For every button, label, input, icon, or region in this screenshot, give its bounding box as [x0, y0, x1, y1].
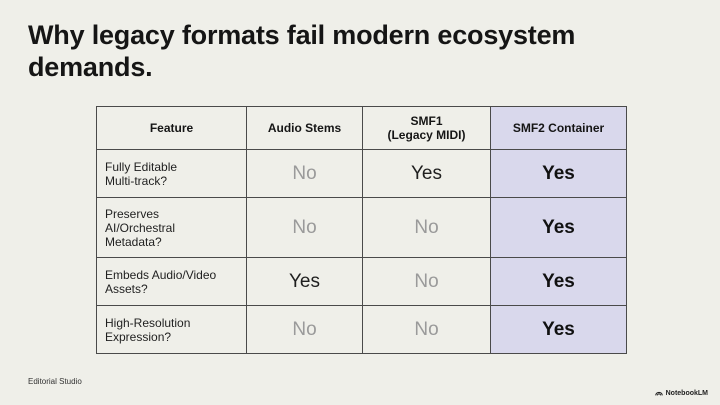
- header-feature: Feature: [96, 106, 247, 150]
- brand-watermark: NotebookLM: [654, 389, 708, 397]
- slide-title: Why legacy formats fail modern ecosystem…: [28, 20, 576, 82]
- row-feature-label: Fully Editable Multi-track?: [96, 149, 247, 198]
- table-row: Embeds Audio/Video Assets? Yes No Yes: [96, 257, 627, 306]
- header-smf1: SMF1 (Legacy MIDI): [362, 106, 491, 150]
- row-feature-label: Embeds Audio/Video Assets?: [96, 257, 247, 306]
- row-feature-label: Preserves AI/Orchestral Metadata?: [96, 197, 247, 258]
- header-label: Feature: [149, 121, 194, 135]
- comparison-table: Feature Audio Stems SMF1 (Legacy MIDI) S…: [96, 106, 627, 354]
- feature-text: High-Resolution Expression?: [105, 315, 191, 344]
- cell-audio-stems: No: [246, 197, 363, 258]
- feature-text: Preserves AI/Orchestral Metadata?: [105, 206, 176, 249]
- cell-audio-stems: No: [246, 149, 363, 198]
- table-row: Fully Editable Multi-track? No Yes Yes: [96, 149, 627, 198]
- header-audio-stems: Audio Stems: [246, 106, 363, 150]
- brand-name: NotebookLM: [665, 389, 708, 397]
- cell-smf1: No: [362, 257, 491, 306]
- footer-label: Editorial Studio: [28, 377, 82, 386]
- cell-smf1: Yes: [362, 149, 491, 198]
- cell-smf2: Yes: [490, 149, 627, 198]
- notebooklm-logo-icon: [654, 391, 663, 396]
- header-label: Audio Stems: [267, 121, 342, 135]
- feature-text: Fully Editable Multi-track?: [105, 159, 178, 188]
- cell-smf2: Yes: [490, 257, 627, 306]
- cell-audio-stems: Yes: [246, 257, 363, 306]
- cell-audio-stems: No: [246, 305, 363, 354]
- feature-text: Embeds Audio/Video Assets?: [105, 267, 217, 296]
- header-smf2: SMF2 Container: [490, 106, 627, 150]
- table-row: Preserves AI/Orchestral Metadata? No No …: [96, 197, 627, 258]
- cell-smf1: No: [362, 305, 491, 354]
- header-label: SMF2 Container: [512, 121, 605, 135]
- row-feature-label: High-Resolution Expression?: [96, 305, 247, 354]
- table-header-row: Feature Audio Stems SMF1 (Legacy MIDI) S…: [96, 106, 627, 150]
- cell-smf1: No: [362, 197, 491, 258]
- table-row: High-Resolution Expression? No No Yes: [96, 305, 627, 354]
- cell-smf2: Yes: [490, 197, 627, 258]
- header-label: SMF1 (Legacy MIDI): [387, 114, 466, 142]
- cell-smf2: Yes: [490, 305, 627, 354]
